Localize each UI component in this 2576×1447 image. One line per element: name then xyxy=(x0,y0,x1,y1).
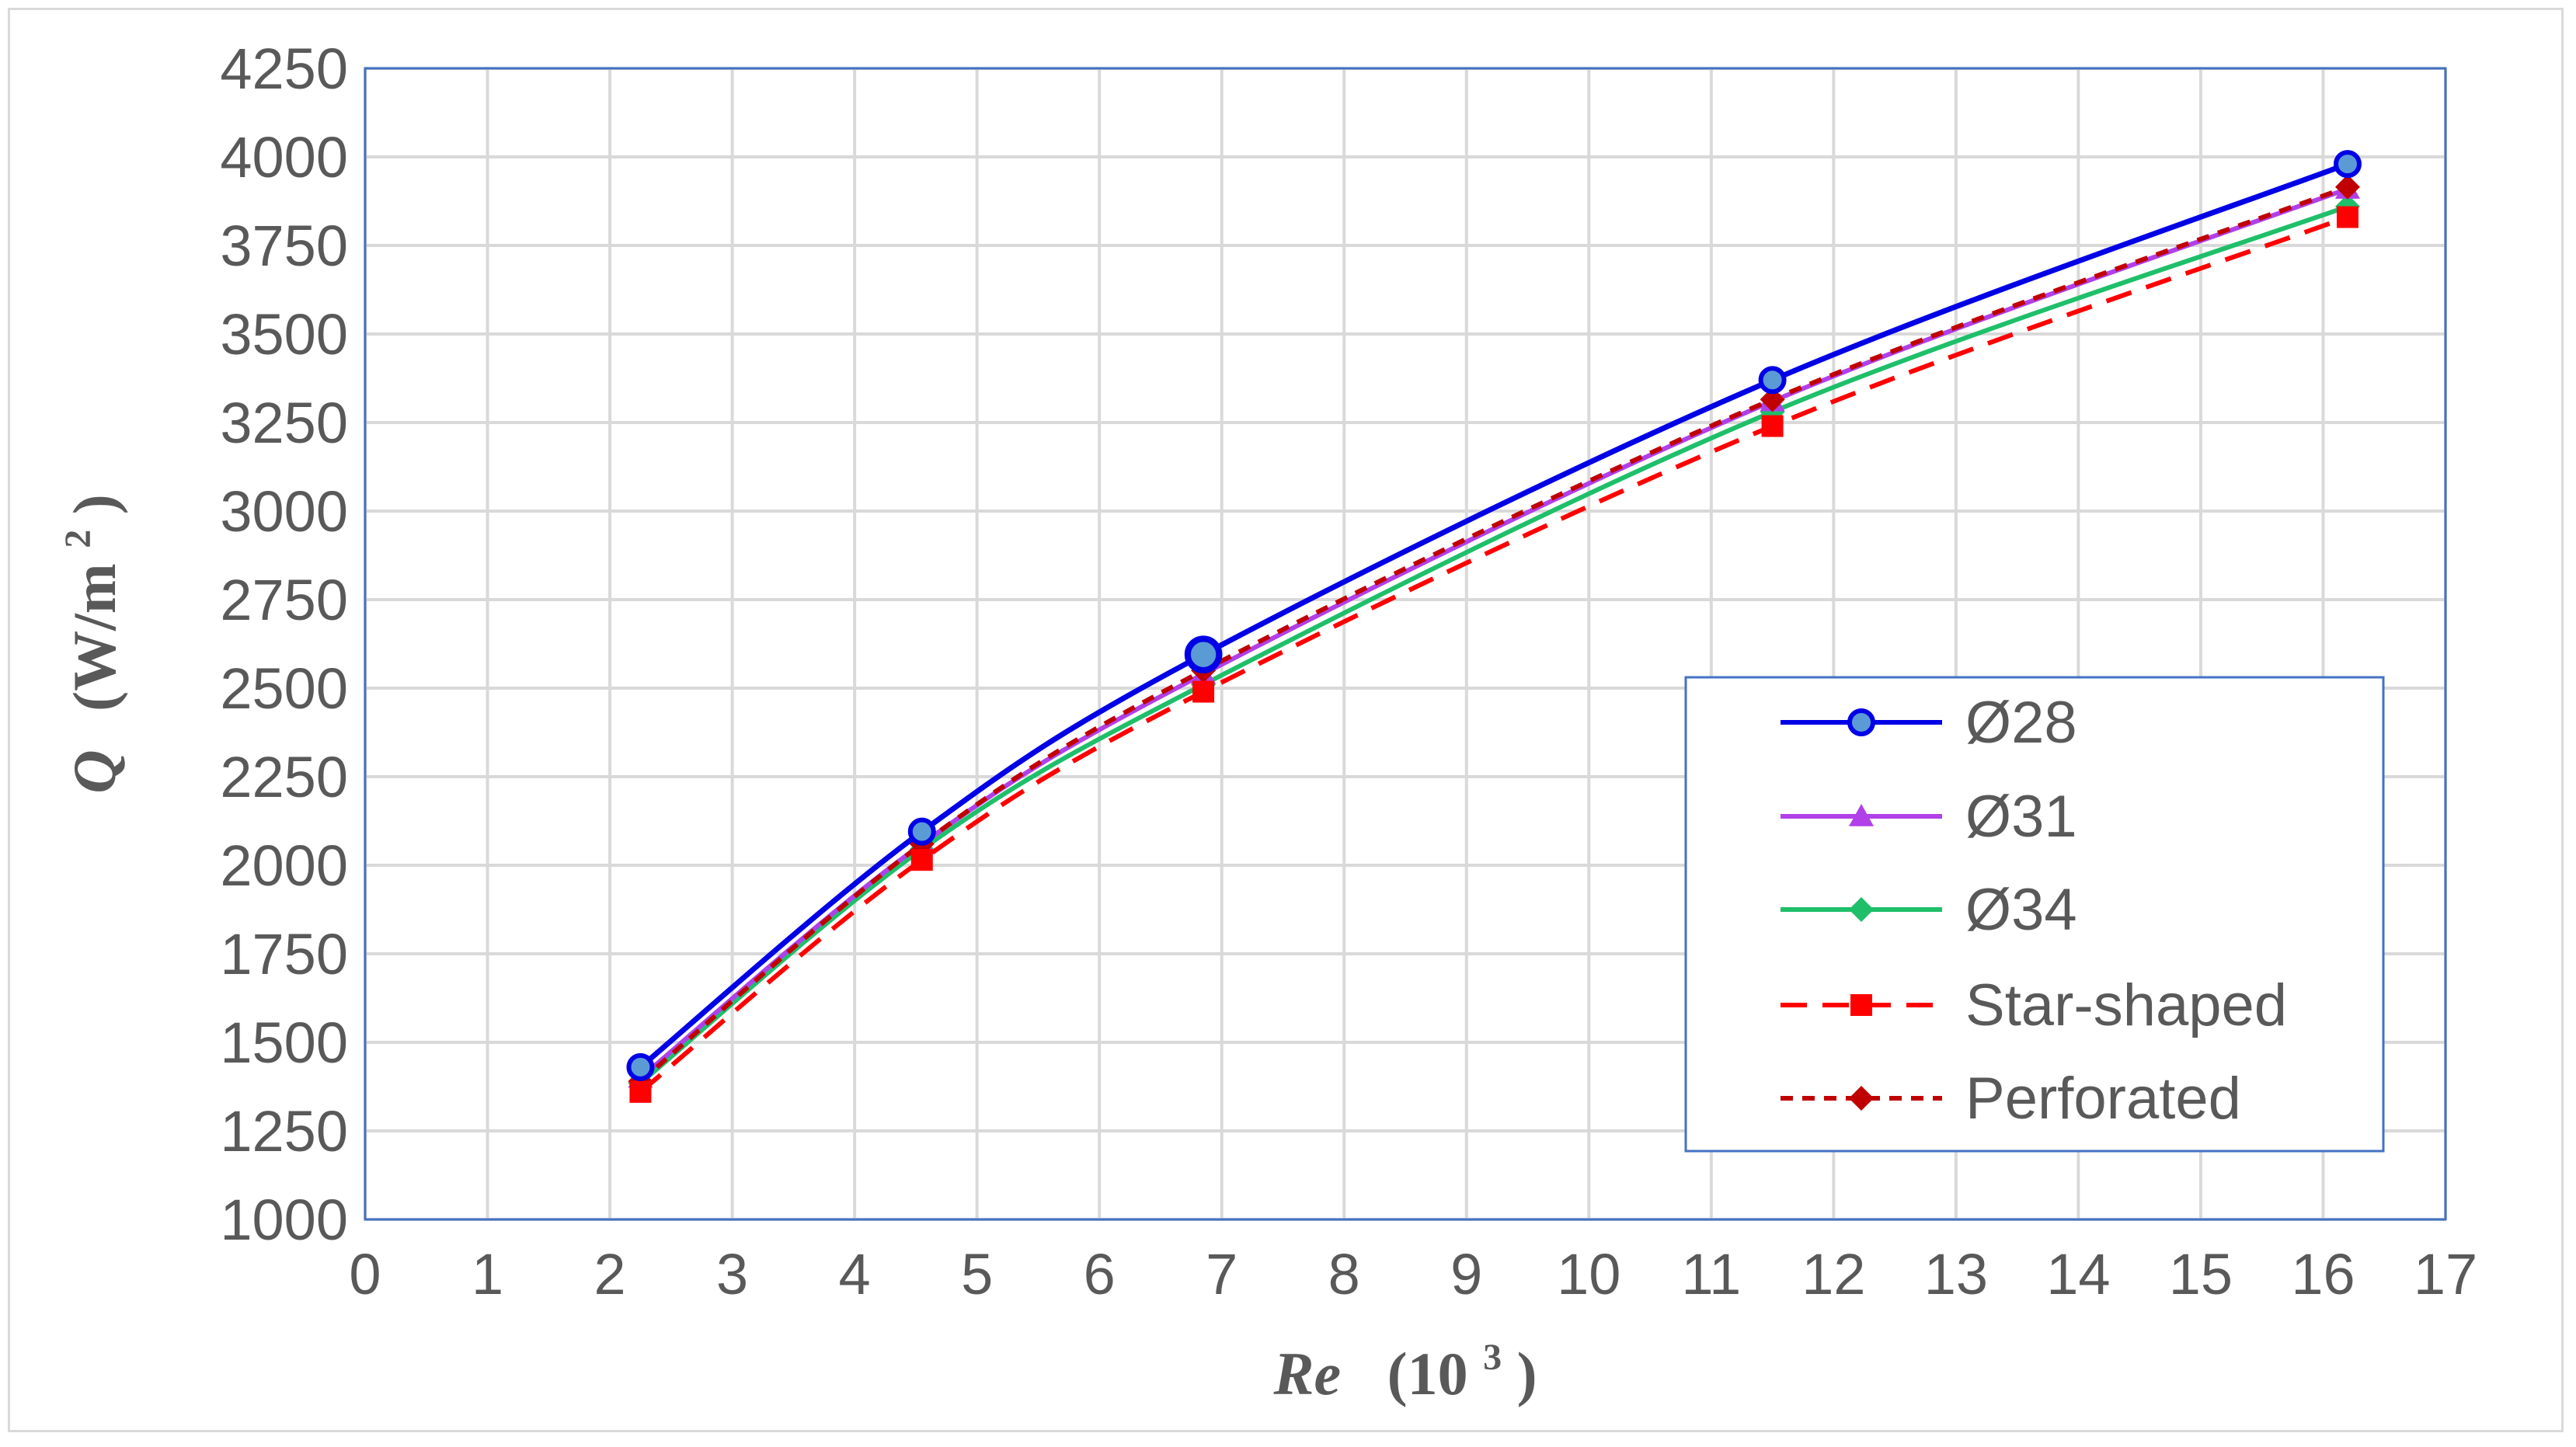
series-3-point-1 xyxy=(910,849,933,871)
y-axis-title-unit-sup: 2 xyxy=(57,530,99,548)
y-tick-label-1: 1250 xyxy=(220,1099,348,1164)
y-tick-label-5: 2250 xyxy=(220,745,348,809)
y-tick-label-13: 4250 xyxy=(220,37,348,101)
x-tick-label-7: 7 xyxy=(1206,1242,1238,1306)
series-line-3 xyxy=(639,214,2349,1094)
series-line-4 xyxy=(639,184,2349,1084)
y-tick-label-12: 4000 xyxy=(220,125,348,190)
x-tick-label-2: 2 xyxy=(594,1242,625,1306)
series-3-point-0 xyxy=(629,1080,652,1103)
x-axis-title-unit-end: ) xyxy=(1517,1340,1537,1407)
series-3 xyxy=(629,206,2358,1103)
y-tick-label-2: 1500 xyxy=(220,1010,348,1075)
x-tick-label-3: 3 xyxy=(716,1242,748,1306)
x-tick-label-12: 12 xyxy=(1801,1242,1865,1306)
x-tick-label-11: 11 xyxy=(1681,1242,1741,1306)
x-tick-label-5: 5 xyxy=(961,1242,993,1306)
series-0-point-4 xyxy=(2333,150,2362,179)
plot-border xyxy=(364,67,2447,1221)
y-tick-label-8: 3000 xyxy=(220,479,348,544)
x-axis-title: Re (10 3 ) xyxy=(1272,1315,1537,1407)
x-tick-label-4: 4 xyxy=(839,1242,871,1306)
y-tick-label-11: 3750 xyxy=(220,214,348,278)
legend-marker-1 xyxy=(1849,804,1874,826)
x-tick-label-16: 16 xyxy=(2291,1242,2355,1306)
x-tick-label-8: 8 xyxy=(1328,1242,1360,1306)
y-tick-label-7: 2750 xyxy=(220,568,348,632)
legend-label-2: Ø34 xyxy=(1965,877,2077,943)
legend-label-4: Perforated xyxy=(1965,1066,2241,1132)
y-tick-label-0: 1000 xyxy=(220,1188,348,1252)
series-0-point-1 xyxy=(907,817,936,846)
y-tick-label-4: 2000 xyxy=(220,833,348,898)
legend-label-1: Ø31 xyxy=(1965,784,2077,850)
x-tick-label-10: 10 xyxy=(1557,1242,1620,1306)
x-axis-ticks: 0 1 2 3 4 5 6 7 8 9 10 11 12 13 14 15 16 17 xyxy=(349,1242,2477,1306)
legend-label-3: Star-shaped xyxy=(1965,972,2287,1038)
x-tick-label-17: 17 xyxy=(2414,1242,2477,1306)
series-0-point-3 xyxy=(1758,366,1787,395)
x-axis-title-unit-sup: 3 xyxy=(1483,1337,1502,1378)
y-axis-title: Q (W/m 2 ) xyxy=(36,494,128,793)
series-0 xyxy=(626,150,2362,1081)
legend-marker-2 xyxy=(1849,897,1874,922)
x-tick-label-0: 0 xyxy=(349,1242,381,1306)
y-tick-label-9: 3250 xyxy=(220,391,348,455)
series-3-point-3 xyxy=(1761,415,1784,437)
x-tick-label-15: 15 xyxy=(2169,1242,2233,1306)
y-axis-ticks: 1000 1250 1500 1750 2000 2250 2500 2750 3000 3250… xyxy=(220,37,348,1252)
x-axis-title-main: Re xyxy=(1272,1340,1341,1407)
x-tick-label-6: 6 xyxy=(1084,1242,1116,1306)
series-layer xyxy=(626,150,2362,1103)
legend-box xyxy=(1684,676,2385,1153)
x-tick-label-13: 13 xyxy=(1924,1242,1988,1306)
series-0-point-0 xyxy=(626,1052,655,1081)
y-axis-title-unit: (W/m xyxy=(61,563,128,711)
series-0-point-2 xyxy=(1184,635,1223,673)
y-tick-label-10: 3500 xyxy=(220,302,348,367)
x-tick-label-14: 14 xyxy=(2046,1242,2110,1306)
x-axis-title-unit: (10 xyxy=(1387,1340,1468,1407)
x-tick-label-1: 1 xyxy=(472,1242,503,1306)
legend: Ø28 Ø31 Ø34 Star-shaped Perforated xyxy=(1684,676,2385,1153)
y-tick-label-6: 2500 xyxy=(220,656,348,721)
series-line-2 xyxy=(639,204,2348,1085)
legend-label-0: Ø28 xyxy=(1965,690,2077,756)
y-axis-title-unit-end: ) xyxy=(61,494,128,514)
legend-marker-3 xyxy=(1850,994,1872,1016)
series-line-0 xyxy=(639,161,2349,1070)
series-3-point-2 xyxy=(1192,680,1215,703)
legend-marker-4 xyxy=(1849,1086,1874,1111)
legend-marker-0 xyxy=(1847,708,1875,736)
x-tick-label-9: 9 xyxy=(1450,1242,1482,1306)
series-4-point-4 xyxy=(2334,174,2360,200)
y-axis-title-main: Q xyxy=(61,750,128,793)
y-tick-label-3: 1750 xyxy=(220,922,348,986)
series-3-point-4 xyxy=(2336,206,2358,228)
series-4-point-3 xyxy=(1760,387,1785,412)
